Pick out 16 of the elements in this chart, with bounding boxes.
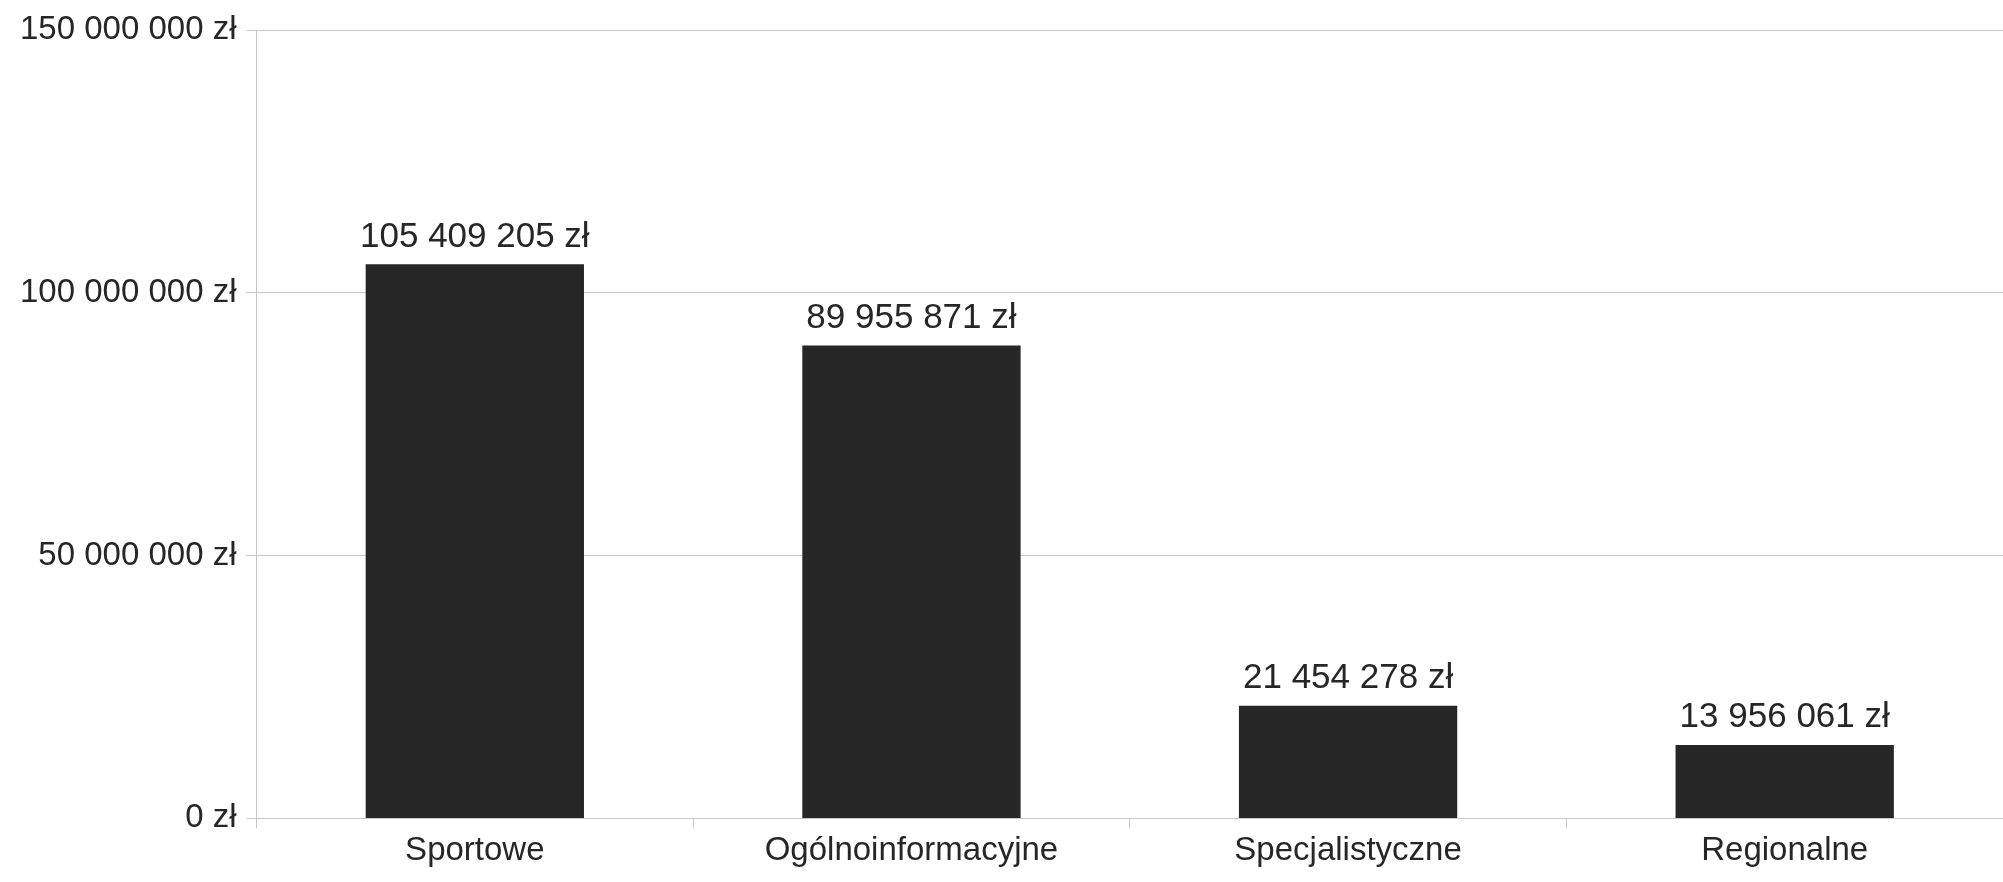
x-tick-label: Ogólnoinformacyjne	[764, 830, 1059, 868]
x-tick-label: Specjalistyczne	[1234, 830, 1462, 868]
x-tick-label: Regionalne	[1701, 830, 1869, 868]
data-label: 21 454 278 zł	[1242, 655, 1454, 695]
y-tick-label: 50 000 000 zł	[38, 534, 238, 572]
data-label: 13 956 061 zł	[1679, 695, 1890, 735]
bar	[1675, 745, 1894, 818]
data-label: 89 955 871 zł	[806, 295, 1017, 335]
bar	[1238, 705, 1458, 818]
bar	[802, 345, 1021, 818]
x-tick-label: Sportowe	[405, 830, 545, 868]
y-tick-label: 100 000 000 zł	[20, 271, 238, 309]
y-tick-label: 150 000 000 zł	[20, 9, 238, 47]
bar	[365, 264, 584, 818]
data-label: 105 409 205 zł	[360, 214, 590, 254]
y-tick-label: 0 zł	[185, 797, 238, 835]
